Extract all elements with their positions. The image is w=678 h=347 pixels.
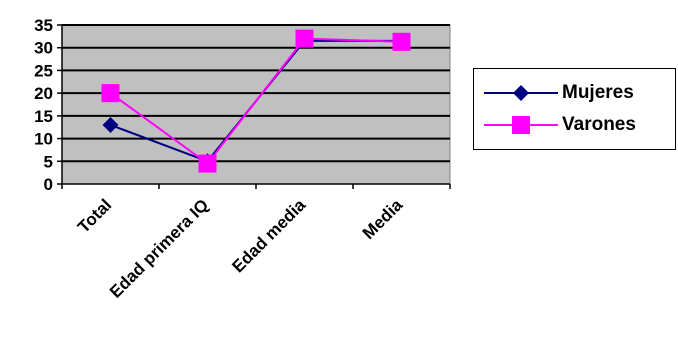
y-tick-label: 10 [34, 130, 53, 149]
y-tick-label: 15 [34, 107, 53, 126]
data-point-varones [392, 32, 411, 51]
data-point-varones [198, 154, 217, 173]
y-tick-label: 25 [34, 61, 53, 80]
x-tick-label: Edad media [228, 195, 309, 276]
y-axis-ticks: 0 5 10 15 20 25 30 35 [34, 16, 53, 194]
data-point-varones [101, 84, 120, 103]
y-tick-label: 20 [34, 84, 53, 103]
axes [57, 24, 451, 189]
legend-item-varones: Varones [474, 113, 675, 137]
data-point-mujeres [102, 116, 119, 133]
legend-label-varones: Varones [562, 114, 636, 135]
y-tick-label: 0 [44, 175, 53, 194]
series-line-varones [109, 37, 402, 165]
x-tick-label: Edad primera IQ [106, 195, 212, 301]
plot-area [61, 24, 451, 185]
legend-item-mujeres: Mujeres [474, 81, 675, 105]
diamond-marker-icon [484, 85, 558, 101]
y-tick-label: 35 [34, 16, 53, 35]
legend-label-mujeres: Mujeres [562, 82, 634, 103]
gridlines [62, 24, 450, 163]
series-group [101, 29, 411, 173]
y-tick-label: 30 [34, 39, 53, 58]
x-tick-label: Total [74, 195, 115, 236]
square-marker-icon [484, 116, 558, 134]
data-point-varones [295, 29, 314, 48]
y-tick-label: 5 [44, 152, 53, 171]
x-tick-label: Media [359, 195, 407, 243]
legend: Mujeres Varones [473, 68, 676, 150]
